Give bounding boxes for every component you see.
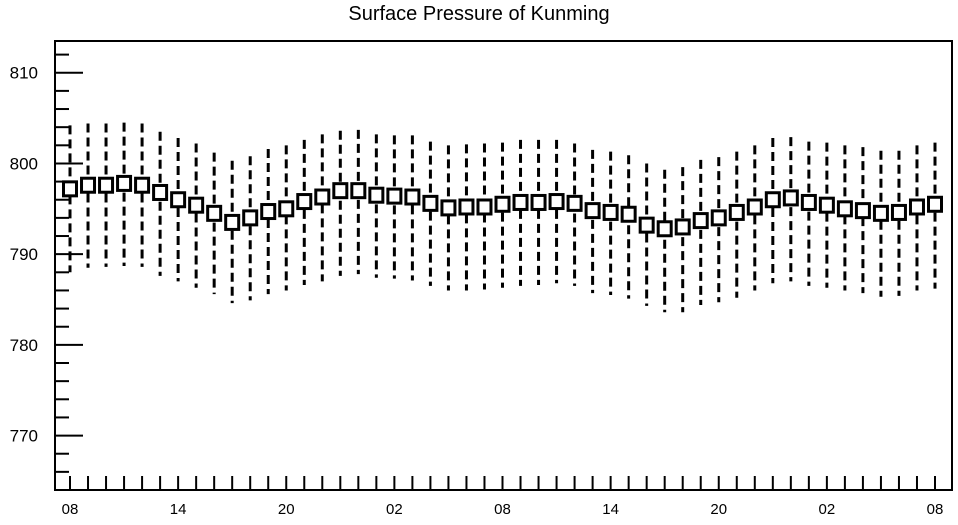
x-tick-label: 08	[494, 501, 511, 518]
box	[566, 194, 583, 212]
box	[440, 199, 457, 217]
x-tick-label: 08	[62, 501, 79, 518]
y-tick-label: 810	[10, 64, 38, 83]
x-tick-label: 14	[170, 501, 187, 518]
box	[728, 203, 745, 221]
x-tick-label: 20	[278, 501, 295, 518]
box	[746, 198, 763, 216]
box	[620, 205, 637, 223]
box	[476, 198, 493, 216]
box	[782, 189, 799, 207]
box	[800, 193, 817, 211]
x-tick-label: 02	[386, 501, 403, 518]
box	[206, 204, 223, 222]
box	[224, 213, 241, 231]
x-tick-label: 20	[710, 501, 727, 518]
box	[152, 183, 169, 201]
y-tick-label: 800	[10, 154, 38, 173]
box	[548, 193, 565, 211]
y-tick-label: 770	[10, 427, 38, 446]
box	[638, 216, 655, 234]
box	[170, 191, 187, 209]
box	[854, 202, 871, 220]
box	[512, 193, 529, 211]
x-tick-label: 14	[602, 501, 619, 518]
box	[602, 203, 619, 221]
box	[386, 187, 403, 205]
box	[260, 203, 277, 221]
box	[98, 176, 115, 194]
box	[674, 218, 691, 236]
box	[314, 188, 331, 206]
plot-frame	[54, 40, 953, 491]
box	[278, 200, 295, 218]
box	[116, 174, 133, 192]
box	[927, 195, 943, 213]
box	[188, 196, 205, 214]
box	[242, 209, 259, 227]
box	[908, 198, 925, 216]
box	[872, 204, 889, 222]
y-tick-label: 780	[10, 336, 38, 355]
chart-title: Surface Pressure of Kunming	[348, 3, 610, 25]
box	[836, 200, 853, 218]
box	[368, 186, 385, 204]
box	[656, 220, 673, 238]
box	[80, 176, 97, 194]
x-tick-label: 02	[819, 501, 836, 518]
y-tick-label: 790	[10, 245, 38, 264]
box	[494, 195, 511, 213]
box	[134, 176, 151, 194]
box	[422, 194, 439, 212]
box	[764, 191, 781, 209]
box	[350, 182, 367, 200]
box	[818, 196, 835, 214]
box	[584, 202, 601, 220]
box	[692, 212, 709, 230]
box	[530, 193, 547, 211]
box	[890, 203, 907, 221]
box	[710, 209, 727, 227]
box	[62, 180, 78, 198]
box	[332, 182, 349, 200]
box	[458, 198, 475, 216]
box	[404, 188, 421, 206]
box	[296, 193, 313, 211]
x-tick-label: 08	[927, 501, 944, 518]
